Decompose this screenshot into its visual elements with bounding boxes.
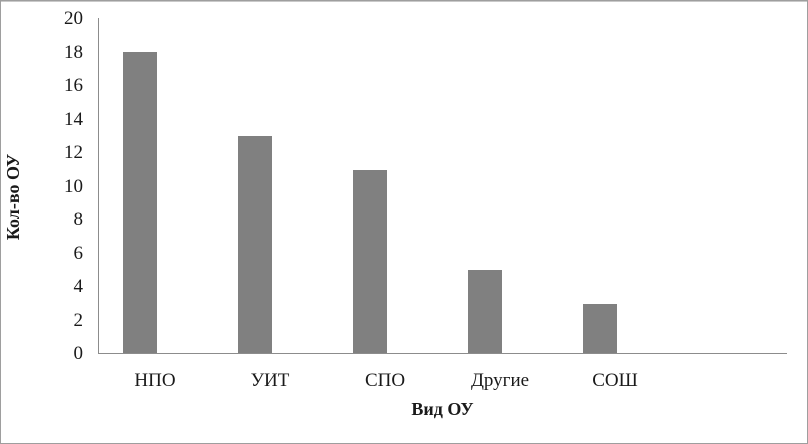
bar-СОШ bbox=[583, 304, 617, 353]
x-axis-title: Вид ОУ bbox=[411, 399, 474, 419]
y-tick-label: 16 bbox=[64, 75, 83, 96]
y-tick-label: 6 bbox=[73, 242, 84, 264]
bar-СПО bbox=[353, 170, 387, 353]
bar-НПО bbox=[123, 52, 157, 353]
y-tick-label: 4 bbox=[73, 276, 84, 297]
y-tick-label: 12 bbox=[64, 142, 83, 163]
x-tick-label: СОШ bbox=[592, 370, 638, 391]
x-axis-line bbox=[98, 353, 787, 354]
y-tick-label: 8 bbox=[73, 209, 84, 230]
y-tick-label: 18 bbox=[64, 41, 83, 63]
bar-Другие bbox=[468, 270, 502, 353]
y-axis-line bbox=[98, 18, 99, 354]
x-tick-label: СПО bbox=[364, 370, 406, 391]
x-tick-label: УИТ bbox=[250, 370, 290, 391]
x-tick-label: Другие bbox=[470, 370, 530, 391]
y-tick-label: 20 bbox=[64, 8, 83, 29]
y-tick-label: 2 bbox=[73, 309, 84, 331]
y-tick-label: 14 bbox=[64, 108, 83, 130]
y-tick-label: 0 bbox=[73, 343, 84, 364]
y-tick-label: 10 bbox=[64, 175, 83, 197]
x-tick-label: НПО bbox=[134, 370, 176, 391]
bar-УИТ bbox=[238, 136, 272, 353]
